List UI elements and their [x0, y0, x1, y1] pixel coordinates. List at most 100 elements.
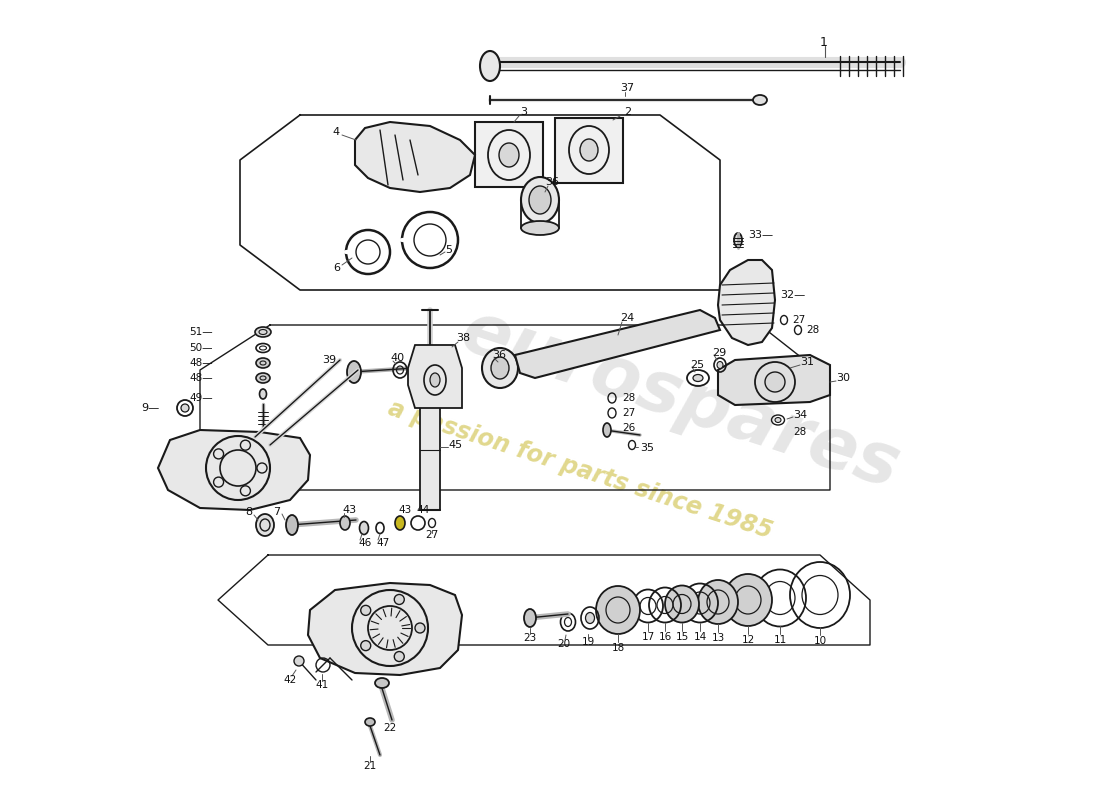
Text: 34: 34 [793, 410, 807, 420]
Text: 16: 16 [659, 632, 672, 642]
Text: 37: 37 [620, 83, 634, 93]
Text: 26: 26 [621, 423, 636, 433]
Text: 15: 15 [675, 632, 689, 642]
Ellipse shape [603, 423, 611, 437]
Text: 47: 47 [376, 538, 389, 548]
Text: 35: 35 [640, 443, 654, 453]
Ellipse shape [524, 609, 536, 627]
Text: 39: 39 [322, 355, 335, 365]
Text: eurospares: eurospares [452, 297, 908, 503]
Text: 21: 21 [363, 761, 376, 771]
Text: 28: 28 [621, 393, 636, 403]
Text: 14: 14 [693, 632, 706, 642]
Text: 50—: 50— [189, 343, 213, 353]
Polygon shape [355, 122, 475, 192]
Ellipse shape [430, 373, 440, 387]
Ellipse shape [260, 389, 266, 399]
Ellipse shape [666, 586, 698, 622]
Text: 29: 29 [712, 348, 726, 358]
Ellipse shape [596, 586, 640, 634]
Text: 28: 28 [806, 325, 820, 335]
Text: 44: 44 [416, 505, 429, 515]
Text: 27: 27 [792, 315, 805, 325]
Text: 13: 13 [712, 633, 725, 643]
Text: 8: 8 [245, 507, 252, 517]
Text: 12: 12 [741, 635, 755, 645]
Polygon shape [515, 310, 720, 378]
Circle shape [182, 404, 189, 412]
Text: 24: 24 [620, 313, 635, 323]
Text: 40: 40 [390, 353, 404, 363]
Ellipse shape [346, 361, 361, 383]
Circle shape [394, 651, 405, 662]
Ellipse shape [340, 516, 350, 530]
Text: 48—: 48— [189, 373, 213, 383]
Text: 27: 27 [426, 530, 439, 540]
Text: 36: 36 [544, 177, 559, 187]
Circle shape [394, 594, 405, 605]
Polygon shape [718, 355, 830, 405]
Text: 43: 43 [398, 505, 411, 515]
Text: 2: 2 [624, 107, 631, 117]
Text: 10: 10 [813, 636, 826, 646]
Ellipse shape [480, 51, 501, 81]
Ellipse shape [734, 233, 742, 247]
Text: 51—: 51— [189, 327, 213, 337]
Text: 41: 41 [316, 680, 329, 690]
Text: 38: 38 [456, 333, 470, 343]
Polygon shape [408, 345, 462, 408]
Text: 36: 36 [492, 350, 506, 360]
Ellipse shape [717, 362, 723, 369]
Text: 31: 31 [800, 357, 814, 367]
Ellipse shape [521, 177, 559, 223]
Text: 6: 6 [333, 263, 340, 273]
Text: 5: 5 [446, 245, 452, 255]
Text: 48—: 48— [189, 358, 213, 368]
Text: 49—: 49— [189, 393, 213, 403]
Ellipse shape [491, 357, 509, 379]
Ellipse shape [255, 327, 271, 337]
Text: 46: 46 [358, 538, 372, 548]
Ellipse shape [529, 186, 551, 214]
Ellipse shape [776, 418, 781, 422]
Ellipse shape [256, 514, 274, 536]
Text: 45: 45 [448, 440, 462, 450]
Text: 17: 17 [641, 632, 654, 642]
Text: 1: 1 [820, 35, 828, 49]
Ellipse shape [585, 613, 594, 623]
Text: 19: 19 [582, 637, 595, 647]
Polygon shape [308, 583, 462, 675]
Text: 7: 7 [273, 507, 280, 517]
Text: a passion for parts since 1985: a passion for parts since 1985 [385, 396, 776, 544]
Circle shape [361, 606, 371, 615]
Text: 3: 3 [520, 107, 527, 117]
Circle shape [294, 656, 304, 666]
Circle shape [415, 623, 425, 633]
Polygon shape [718, 260, 776, 345]
Ellipse shape [521, 221, 559, 235]
Ellipse shape [693, 374, 703, 382]
Ellipse shape [256, 358, 270, 368]
Ellipse shape [499, 143, 519, 167]
Text: 4: 4 [333, 127, 340, 137]
Ellipse shape [360, 522, 368, 534]
Text: 28: 28 [793, 427, 806, 437]
Ellipse shape [754, 95, 767, 105]
Ellipse shape [580, 139, 598, 161]
Text: 18: 18 [612, 643, 625, 653]
Text: 9—: 9— [142, 403, 160, 413]
Ellipse shape [256, 373, 270, 383]
Ellipse shape [365, 718, 375, 726]
Bar [475, 122, 543, 187]
Text: 33—: 33— [748, 230, 773, 240]
Circle shape [764, 372, 785, 392]
Text: 32—: 32— [780, 290, 805, 300]
Ellipse shape [375, 678, 389, 688]
Text: 30: 30 [836, 373, 850, 383]
Text: 20: 20 [558, 639, 571, 649]
Circle shape [361, 641, 371, 650]
Polygon shape [420, 390, 440, 510]
Ellipse shape [698, 580, 738, 624]
Text: 43: 43 [342, 505, 356, 515]
Text: 27: 27 [621, 408, 636, 418]
